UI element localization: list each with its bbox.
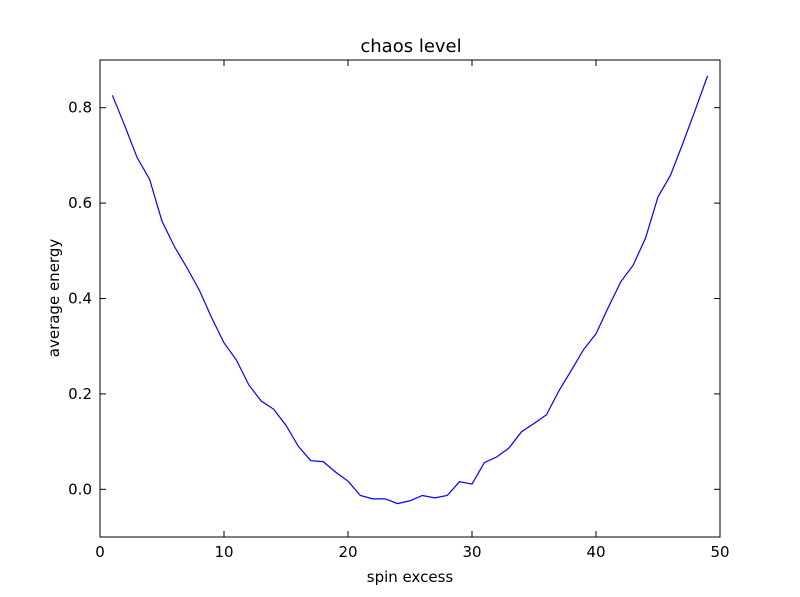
series-layer (111, 75, 709, 505)
x-tick-label: 40 (586, 543, 605, 561)
y-tick-label: 0.0 (68, 480, 92, 498)
y-axis-label: average energy (45, 239, 63, 358)
x-tick-label: 30 (462, 543, 481, 561)
plot-area (99, 59, 721, 538)
x-tick-label: 0 (95, 543, 105, 561)
series-line (111, 75, 709, 505)
x-tick-label: 20 (338, 543, 357, 561)
x-tick-label: 10 (214, 543, 233, 561)
chart-title: chaos level (360, 36, 461, 57)
x-axis-label: spin excess (367, 568, 454, 586)
axis-ticks: 0 10 20 30 40 50 0.0 0.2 0.4 0.6 0.8 (68, 60, 730, 561)
y-tick-label: 0.4 (68, 290, 92, 308)
y-tick-label: 0.8 (68, 99, 92, 117)
y-tick-label: 0.6 (68, 194, 92, 212)
y-tick-label: 0.2 (68, 385, 92, 403)
x-tick-label: 50 (710, 543, 729, 561)
